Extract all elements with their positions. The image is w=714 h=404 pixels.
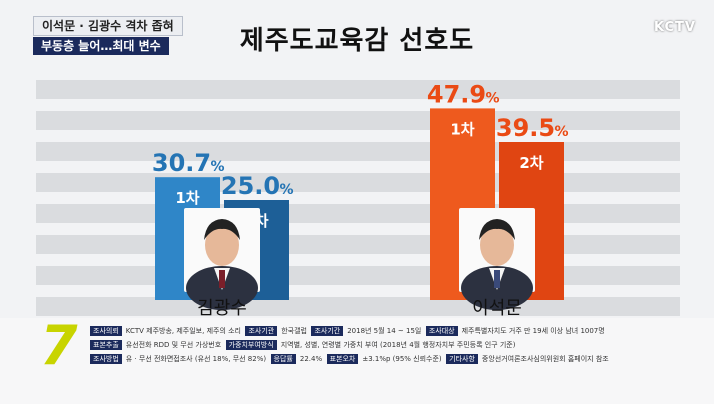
face-shape bbox=[480, 224, 514, 266]
footer-tag: 조사기간 bbox=[311, 326, 344, 336]
footer-text: 유 · 무선 전화면접조사 (유선 18%, 무선 82%) bbox=[125, 355, 267, 363]
grid-band bbox=[36, 204, 680, 223]
category-label: 김광수 bbox=[197, 298, 247, 319]
footer-text: KCTV 제주방송, 제주일보, 제주의 소리 bbox=[125, 327, 241, 335]
footer-tag: 조사의뢰 bbox=[90, 326, 122, 336]
footer-text: 제주특별자치도 거주 만 19세 이상 남녀 1007명 bbox=[461, 327, 605, 335]
footer-tag: 조사대상 bbox=[425, 326, 458, 336]
tie-shape bbox=[494, 270, 500, 288]
grid-band bbox=[36, 297, 680, 316]
chart-title: 제주도교육감 선호도 bbox=[239, 26, 475, 56]
unit-label: % bbox=[279, 182, 293, 198]
footer-tag: 조사방법 bbox=[90, 354, 122, 364]
series-label: 2차 bbox=[519, 154, 543, 172]
series-label: 1차 bbox=[450, 120, 474, 138]
footer-text: 22.4% bbox=[299, 355, 323, 363]
unit-label: % bbox=[485, 90, 499, 106]
footer-text: 한국갤럽 bbox=[281, 327, 307, 335]
category-label: 이석문 bbox=[472, 298, 522, 319]
tie-shape bbox=[219, 270, 225, 288]
candidate-photo bbox=[459, 208, 535, 310]
grid-band bbox=[36, 111, 680, 130]
footer-row-2: 표본추출 유선전화 RDD 및 무선 가상번호 가중치부여방식 지역별, 성별, 연… bbox=[90, 340, 515, 350]
hair-shape bbox=[479, 219, 515, 240]
footer-tag: 기타사항 bbox=[446, 354, 478, 364]
footer-row-3: 조사방법 유 · 무선 전화면접조사 (유선 18%, 무선 82%) 응답률 22… bbox=[90, 354, 609, 364]
data-label: 47.9 bbox=[427, 80, 486, 108]
footer-row-1: 조사의뢰 KCTV 제주방송, 제주일보, 제주의 소리 조사기관 한국갤럽 조사기… bbox=[90, 326, 605, 336]
footer-text: ±3.1%p (95% 신뢰수준) bbox=[362, 355, 442, 363]
caption-bottom: 부동층 늘어…최대 변수 bbox=[33, 37, 169, 55]
hair-shape bbox=[204, 219, 240, 240]
channel-7-logo: 7 bbox=[40, 314, 78, 377]
grid-band bbox=[36, 142, 680, 161]
data-label: 39.5 bbox=[496, 114, 555, 142]
face-shape bbox=[205, 224, 239, 266]
footer-tag: 조사기관 bbox=[245, 326, 278, 336]
footer-tag: 표본추출 bbox=[90, 340, 122, 350]
candidate-photo bbox=[184, 208, 260, 310]
grid-band bbox=[36, 266, 680, 285]
footer-tag: 응답률 bbox=[270, 354, 296, 364]
footer-text: 유선전화 RDD 및 무선 가상번호 bbox=[125, 341, 222, 349]
data-label: 25.0 bbox=[221, 172, 280, 200]
data-label: 30.7 bbox=[152, 149, 211, 177]
unit-label: % bbox=[210, 159, 224, 175]
footer-text: 2018년 5월 14 ~ 15일 bbox=[347, 327, 422, 335]
footer-text: 지역별, 성별, 연령별 가중치 부여 (2018년 4월 행정자치부 주민등록… bbox=[280, 341, 516, 349]
grid-band bbox=[36, 80, 680, 99]
series-label: 1차 bbox=[175, 189, 199, 207]
caption-top: 이석문 · 김광수 격차 좁혀 bbox=[33, 16, 183, 36]
unit-label: % bbox=[554, 124, 568, 140]
broadcaster-logo: KCTV bbox=[654, 20, 696, 35]
grid-band bbox=[36, 235, 680, 254]
grid-band bbox=[36, 173, 680, 192]
footer-tag: 표본오차 bbox=[326, 354, 359, 364]
footer-text: 중앙선거여론조사심의위원회 홈페이지 참조 bbox=[481, 355, 609, 363]
footer-tag: 가중치부여방식 bbox=[225, 340, 277, 350]
